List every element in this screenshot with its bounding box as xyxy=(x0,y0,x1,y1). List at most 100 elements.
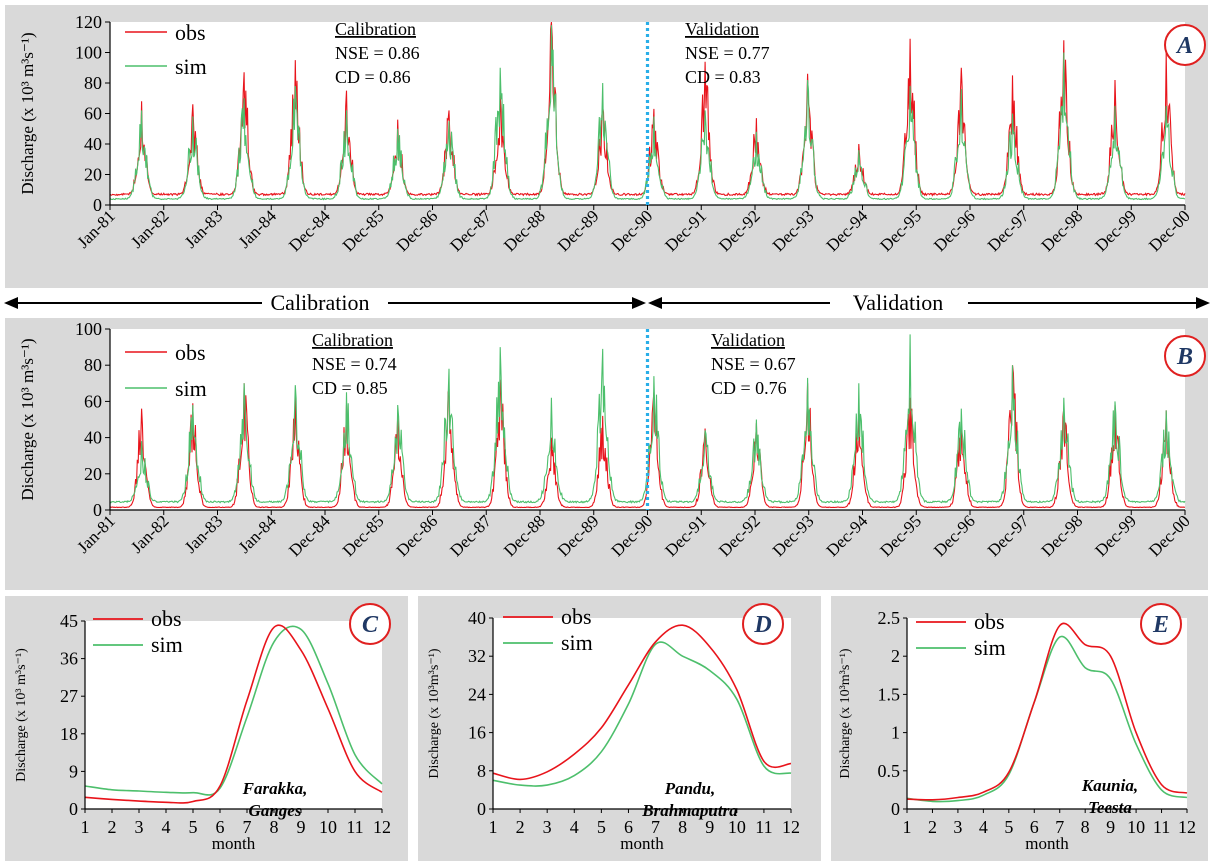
x-tick-label: 2 xyxy=(516,817,525,837)
x-tick-label: Dec-98 xyxy=(1038,206,1087,255)
x-tick-label: 9 xyxy=(297,817,306,837)
x-tick-label: 5 xyxy=(1004,817,1013,837)
x-axis-label: month xyxy=(620,834,664,853)
panel-badge-circle xyxy=(1140,603,1182,645)
x-tick-label: Dec-88 xyxy=(500,511,549,560)
station-name-line1: Kaunia, xyxy=(1081,776,1138,795)
arrow-mid-left-head-icon xyxy=(648,297,662,309)
x-tick-label: 6 xyxy=(624,817,633,837)
x-tick-label: Dec-00 xyxy=(1145,206,1194,255)
x-tick-label: 10 xyxy=(728,817,746,837)
x-tick-label: 12 xyxy=(782,817,800,837)
chart-panel-a: 0 20 40 60 80 100 120 Discharge (x 10³ m³s⁻¹) Ja… xyxy=(5,5,1208,288)
station-name-line1: Farakka, xyxy=(242,779,308,798)
y-tick-label: 18 xyxy=(60,724,78,744)
x-tick-label: 4 xyxy=(979,817,988,837)
y-tick-label: 60 xyxy=(84,104,102,124)
series-sim-line xyxy=(492,641,792,787)
legend-obs-label: obs xyxy=(175,340,206,365)
x-tick-label: 8 xyxy=(678,817,687,837)
y-tick-label: 45 xyxy=(60,611,78,631)
chart-a-svg: 0 20 40 60 80 100 120 Discharge (x 10³ m³s⁻¹) Ja… xyxy=(18,12,1206,255)
x-tick-label: 1 xyxy=(489,817,498,837)
y-tick-label: 0.5 xyxy=(878,761,901,781)
x-tick-label: Jan-82 xyxy=(127,206,172,251)
validation-cd: CD = 0.83 xyxy=(685,67,761,87)
x-tick-label: 3 xyxy=(543,817,552,837)
y-tick-label: 1 xyxy=(891,723,900,743)
x-tick-label: Dec-94 xyxy=(823,206,872,255)
y-tick-label: 100 xyxy=(75,43,102,63)
x-tick-label: 12 xyxy=(1178,817,1196,837)
calibration-title: Calibration xyxy=(312,330,393,350)
arrow-right-head-icon xyxy=(1196,297,1210,309)
y-tick-label: 24 xyxy=(468,684,486,704)
period-divider-row: Calibration Validation xyxy=(4,290,1210,315)
y-tick-label: 0 xyxy=(891,799,900,819)
y-tick-label: 16 xyxy=(468,723,486,743)
legend-sim-label: sim xyxy=(561,630,593,655)
validation-nse: NSE = 0.77 xyxy=(685,43,770,63)
x-tick-label: Dec-91 xyxy=(661,206,710,255)
arrow-mid-right-head-icon xyxy=(632,297,646,309)
series-sim-line xyxy=(906,635,1188,803)
x-tick-label: Dec-94 xyxy=(823,511,872,560)
x-tick-label: 7 xyxy=(1055,817,1064,837)
calibration-cd: CD = 0.86 xyxy=(335,67,411,87)
x-tick-label: 1 xyxy=(903,817,912,837)
chart-b-svg: 0 20 40 60 80 100 Discharge (x 10³ m³s⁻¹) Jan-8… xyxy=(18,319,1206,560)
x-tick-label: Dec-89 xyxy=(554,511,603,560)
y-tick-label: 8 xyxy=(477,761,486,781)
x-tick-label: 9 xyxy=(1106,817,1115,837)
x-tick-label: Jan-82 xyxy=(127,511,172,556)
series-obs-line xyxy=(492,624,792,781)
validation-cd: CD = 0.76 xyxy=(711,378,787,398)
y-axis-label: Discharge (x 10³m³s⁻¹) xyxy=(838,648,853,778)
panel-badge-circle xyxy=(349,603,391,645)
y-axis-label: Discharge (x 10³ m³s⁻¹) xyxy=(18,338,37,500)
series-obs-line xyxy=(84,624,383,804)
x-axis-label: month xyxy=(212,834,256,853)
arrow-left-head-icon xyxy=(4,297,18,309)
legend-sim-label: sim xyxy=(175,376,207,401)
y-axis-label: Discharge (x 10³ m³s⁻¹) xyxy=(14,648,29,782)
x-tick-label: 2 xyxy=(928,817,937,837)
panel-badge-label: B xyxy=(1176,344,1193,370)
y-tick-label: 100 xyxy=(75,319,102,339)
divider-validation-label: Validation xyxy=(853,290,943,315)
y-tick-label: 40 xyxy=(468,608,486,628)
y-tick-label: 0 xyxy=(477,799,486,819)
y-tick-label: 80 xyxy=(84,355,102,375)
chart-panel-b: 0 20 40 60 80 100 Discharge (x 10³ m³s⁻¹) Jan-8… xyxy=(5,318,1208,590)
calibration-nse: NSE = 0.86 xyxy=(335,43,420,63)
y-axis-label: Discharge (x 10³ m³s⁻¹) xyxy=(18,32,37,194)
y-tick-label: 40 xyxy=(84,134,102,154)
x-tick-label: Jan-84 xyxy=(235,206,281,252)
y-tick-label: 0 xyxy=(69,799,78,819)
x-tick-label: 12 xyxy=(373,817,391,837)
x-tick-label: Dec-87 xyxy=(446,511,495,560)
plot-area xyxy=(907,618,1187,809)
x-tick-label: Dec-86 xyxy=(393,206,442,255)
chart-panel-c: 0 9 18 27 36 45 Discharge (x 10³ m³s⁻¹) 1 2 3 4 5 6 7… xyxy=(5,596,408,861)
x-tick-label: Dec-87 xyxy=(446,206,495,255)
x-tick-label: Dec-95 xyxy=(876,206,925,255)
station-name-line2: Teesta xyxy=(1088,798,1132,817)
x-tick-label: Jan-84 xyxy=(235,511,281,557)
legend-sim-label: sim xyxy=(151,632,183,657)
x-tick-label: Dec-93 xyxy=(769,511,818,560)
x-tick-label: 6 xyxy=(216,817,225,837)
x-tick-label: Dec-89 xyxy=(554,206,603,255)
x-tick-label: Dec-98 xyxy=(1038,511,1087,560)
plot-area xyxy=(85,621,382,809)
x-tick-label: 8 xyxy=(1081,817,1090,837)
x-tick-label: 6 xyxy=(1030,817,1039,837)
legend-sim-label: sim xyxy=(974,635,1006,660)
y-tick-label: 2 xyxy=(891,646,900,666)
y-tick-label: 27 xyxy=(60,686,78,706)
y-tick-label: 80 xyxy=(84,73,102,93)
y-tick-label: 9 xyxy=(69,761,78,781)
chart-panel-d: 0 8 16 24 32 40 Discharge (x 10³m³s⁻¹) 1 2 3 4 5 6 7 8… xyxy=(418,596,821,861)
x-tick-label: 7 xyxy=(651,817,660,837)
